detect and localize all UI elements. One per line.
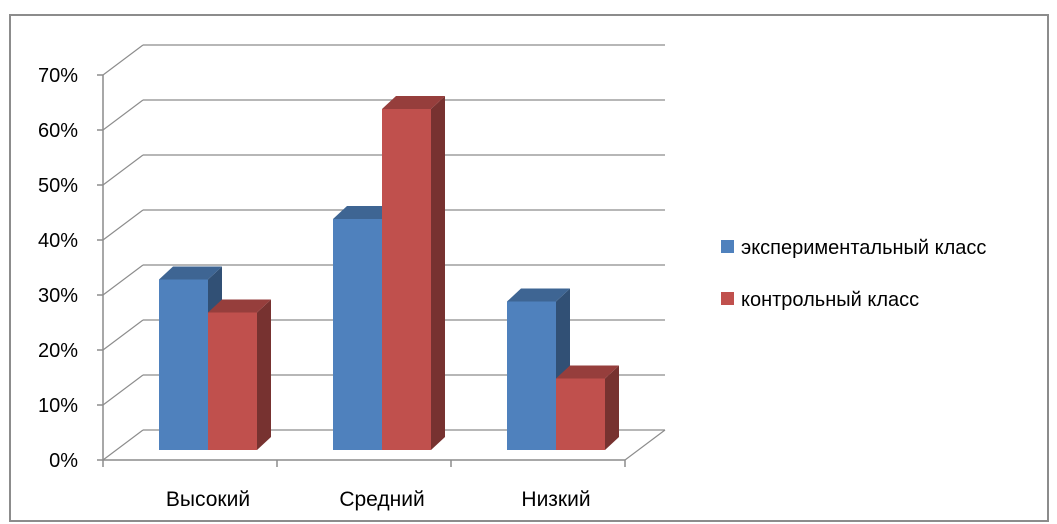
gridline-diagonal — [102, 374, 144, 406]
bars — [159, 96, 619, 450]
y-tick-label: 0% — [49, 450, 78, 472]
bar-top — [159, 266, 222, 280]
floor-right-edge — [624, 429, 666, 461]
bar-top — [556, 365, 619, 379]
gridline-diagonal — [102, 264, 144, 296]
gridline-diagonal — [102, 209, 144, 241]
category-label: Высокий — [166, 488, 250, 511]
bar-top — [382, 96, 445, 109]
gridline-diagonal — [102, 44, 144, 76]
legend-swatch — [721, 292, 734, 305]
bar-top — [333, 206, 396, 219]
bar-side — [431, 96, 445, 450]
y-tick-labels: 0% 10% 20% 30% 40% 50% 60% 70% — [38, 65, 78, 472]
gridline-diagonal — [102, 99, 144, 131]
bar-side — [605, 365, 619, 450]
y-tick-label: 60% — [38, 120, 78, 142]
y-tick-label: 40% — [38, 230, 78, 252]
bar-top — [208, 299, 271, 313]
bar — [507, 301, 556, 450]
bar — [208, 312, 257, 450]
legend-entry: экспериментальный класс — [741, 237, 986, 259]
category-label: Средний — [339, 488, 424, 511]
bar — [333, 219, 382, 450]
legend-entry: контрольный класс — [741, 289, 919, 311]
y-tick-label: 20% — [38, 340, 78, 362]
y-tick-label: 30% — [38, 285, 78, 307]
gridline-diagonal — [102, 319, 144, 351]
legend-swatch — [721, 240, 734, 253]
gridline-diagonal — [102, 154, 144, 186]
legend: экспериментальный класс контрольный класс — [721, 237, 986, 311]
bar — [159, 279, 208, 450]
bar-top — [507, 288, 570, 302]
y-tick-label: 70% — [38, 65, 78, 87]
category-labels: Высокий Средний Низкий — [166, 488, 591, 511]
bar — [382, 109, 431, 450]
floor-left-edge — [102, 429, 144, 461]
y-tick-label: 10% — [38, 395, 78, 417]
y-tick-label: 50% — [38, 175, 78, 197]
axes — [97, 74, 626, 467]
bar-side — [257, 299, 271, 450]
category-label: Низкий — [521, 488, 590, 511]
bar — [556, 378, 605, 450]
